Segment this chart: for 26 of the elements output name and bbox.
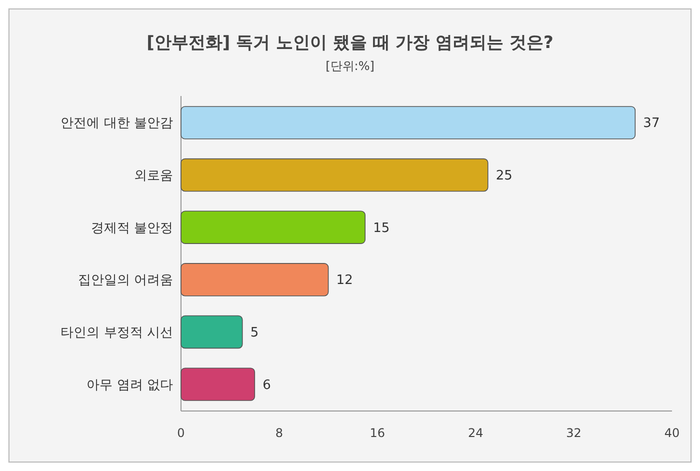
bar	[180, 368, 256, 401]
data-label: 6	[262, 378, 271, 393]
x-tick-label: 8	[275, 426, 284, 440]
bar	[180, 210, 366, 244]
bar	[180, 158, 488, 192]
bar	[180, 315, 243, 349]
bar	[180, 106, 636, 140]
data-label: 25	[496, 168, 512, 184]
bar	[180, 263, 329, 296]
x-tick-label: 40	[664, 426, 680, 440]
y-tick-label: 외로움	[134, 168, 173, 184]
x-tick-label: 16	[370, 426, 386, 440]
y-tick-label: 안전에 대한 불안감	[60, 116, 173, 132]
x-tick-label: 32	[566, 426, 582, 440]
x-tick-label: 0	[177, 426, 185, 440]
data-label: 5	[250, 326, 259, 341]
chart-subtitle: [단위:%]	[326, 59, 374, 73]
y-tick-label: 집안일의 어려움	[78, 273, 173, 288]
data-label: 15	[373, 220, 390, 236]
x-tick-label: 24	[468, 426, 484, 440]
data-label: 12	[336, 273, 353, 288]
y-tick-label: 경제적 불안정	[90, 220, 173, 236]
data-label: 37	[643, 116, 660, 132]
y-tick-label: 타인의 부정적 시선	[60, 326, 173, 341]
chart-title: [안부전화] 독거 노인이 됐을 때 가장 염려되는 것은?	[146, 33, 554, 53]
y-tick-label: 아무 염려 없다	[86, 378, 173, 393]
